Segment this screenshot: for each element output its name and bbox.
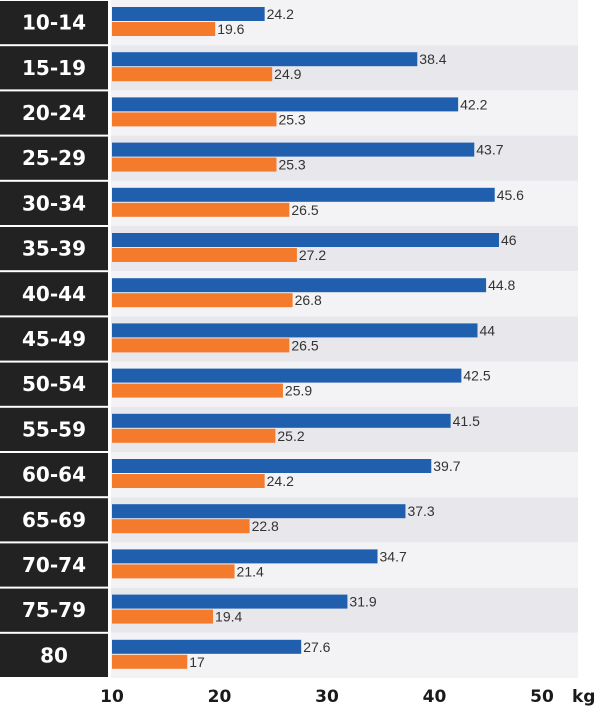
- x-tick-label: 10: [100, 687, 124, 707]
- bar-series-2: [112, 157, 277, 172]
- bar-series-1: [112, 278, 487, 293]
- x-tick-label: 50: [530, 687, 554, 707]
- value-label-series-1: 38.4: [419, 51, 446, 67]
- category-label-box: [0, 136, 108, 180]
- bar-series-1: [112, 142, 475, 157]
- value-label-series-1: 27.6: [303, 639, 330, 655]
- value-label-series-2: 26.8: [295, 292, 322, 308]
- x-tick-label: 20: [208, 687, 232, 707]
- bar-series-1: [112, 52, 418, 67]
- category-label-box: [0, 317, 108, 361]
- category-label: 70-74: [22, 553, 86, 577]
- value-label-series-1: 42.2: [460, 96, 487, 112]
- category-label: 40-44: [22, 282, 86, 306]
- category-label: 60-64: [22, 463, 86, 487]
- category-label-box: [0, 543, 108, 587]
- category-label-box: [0, 227, 108, 271]
- bar-series-2: [112, 564, 235, 579]
- value-label-series-2: 25.2: [277, 428, 304, 444]
- bar-series-1: [112, 639, 302, 654]
- value-label-series-2: 22.8: [252, 518, 279, 534]
- x-axis-unit-label: kg: [572, 687, 595, 707]
- value-label-series-1: 43.7: [476, 142, 503, 158]
- bar-series-2: [112, 22, 216, 36]
- value-label-series-1: 42.5: [463, 368, 490, 384]
- category-label-box: [0, 498, 108, 542]
- category-label: 65-69: [22, 508, 86, 532]
- bar-series-1: [112, 504, 406, 519]
- bar-series-2: [112, 654, 188, 669]
- value-label-series-2: 21.4: [237, 563, 264, 579]
- category-label: 80: [40, 643, 68, 667]
- bar-series-2: [112, 293, 293, 308]
- value-label-series-2: 17: [189, 654, 205, 670]
- x-tick-label: 40: [423, 687, 447, 707]
- category-label-box: [0, 1, 108, 45]
- value-label-series-1: 39.7: [433, 458, 460, 474]
- bar-series-2: [112, 338, 290, 353]
- value-label-series-1: 31.9: [349, 594, 376, 610]
- bar-series-2: [112, 383, 283, 398]
- bar-series-2: [112, 112, 277, 127]
- value-label-series-1: 24.2: [267, 6, 294, 22]
- x-tick-label: 30: [315, 687, 339, 707]
- bar-series-1: [112, 233, 499, 247]
- value-label-series-2: 25.9: [285, 383, 312, 399]
- value-label-series-2: 24.9: [274, 66, 301, 82]
- category-label: 75-79: [22, 598, 86, 622]
- category-label: 45-49: [22, 327, 86, 351]
- category-label-box: [0, 272, 108, 316]
- value-label-series-2: 25.3: [278, 111, 305, 127]
- value-label-series-2: 24.2: [267, 473, 294, 489]
- category-label-box: [0, 91, 108, 135]
- category-label: 25-29: [22, 146, 86, 170]
- value-label-series-2: 19.6: [217, 21, 244, 37]
- bar-series-2: [112, 248, 297, 262]
- bar-series-2: [112, 609, 214, 624]
- value-label-series-2: 25.3: [278, 157, 305, 173]
- category-label: 15-19: [22, 56, 86, 80]
- value-label-series-1: 41.5: [453, 413, 480, 429]
- value-label-series-2: 26.5: [291, 202, 318, 218]
- bar-series-1: [112, 368, 462, 383]
- value-label-series-1: 45.6: [497, 187, 524, 203]
- value-label-series-2: 19.4: [215, 609, 242, 625]
- category-label: 35-39: [22, 237, 86, 261]
- category-label-box: [0, 407, 108, 451]
- bar-series-1: [112, 413, 451, 428]
- value-label-series-1: 34.7: [380, 548, 407, 564]
- category-label-box: [0, 362, 108, 406]
- category-label-box: [0, 181, 108, 225]
- value-label-series-1: 46: [501, 232, 517, 248]
- category-label: 10-14: [22, 11, 86, 35]
- category-label: 20-24: [22, 101, 86, 125]
- value-label-series-1: 44.8: [488, 277, 515, 293]
- bar-series-2: [112, 519, 250, 534]
- value-label-series-1: 44: [480, 322, 496, 338]
- bar-series-1: [112, 549, 378, 564]
- bar-series-1: [112, 323, 478, 338]
- category-label: 50-54: [22, 372, 86, 396]
- category-label: 30-34: [22, 191, 86, 215]
- bar-series-1: [112, 594, 348, 609]
- bar-series-2: [112, 67, 273, 82]
- category-label-box: [0, 453, 108, 497]
- category-label-box: [0, 588, 108, 632]
- category-label-box: [0, 633, 108, 677]
- value-label-series-2: 26.5: [291, 337, 318, 353]
- bar-series-1: [112, 187, 495, 202]
- bar-series-1: [112, 7, 265, 21]
- bar-series-2: [112, 474, 265, 488]
- bar-series-2: [112, 428, 276, 443]
- bar-series-2: [112, 202, 290, 217]
- category-label: 55-59: [22, 417, 86, 441]
- value-label-series-1: 37.3: [407, 503, 434, 519]
- bar-series-1: [112, 97, 459, 112]
- category-label-box: [0, 46, 108, 90]
- bar-series-1: [112, 459, 432, 473]
- value-label-series-2: 27.2: [299, 247, 326, 263]
